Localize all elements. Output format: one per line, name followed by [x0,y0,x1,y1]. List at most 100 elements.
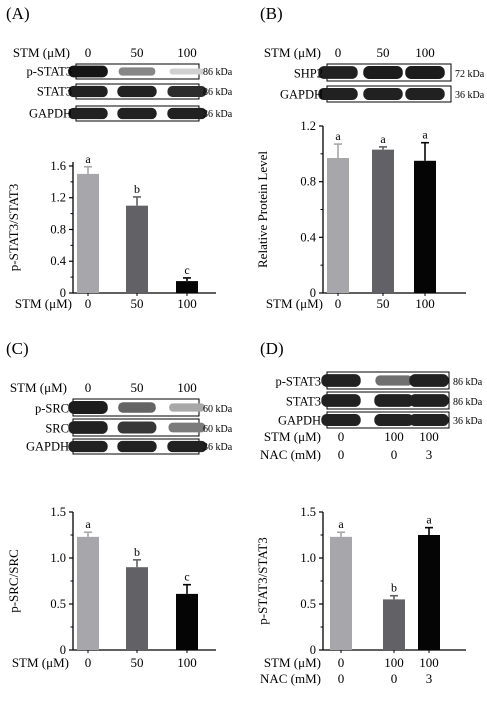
blot-band [168,422,206,433]
blot-band [409,394,449,407]
significance-letter: a [426,513,432,527]
western-blot-row: SRC 60 kDa [45,418,233,437]
western-blot-row: STAT3 86 kDa [37,83,233,100]
bar [418,535,440,650]
y-tick-label: 1.0 [50,551,66,565]
x-axis-label: NAC (mM) [260,671,321,686]
y-tick-label: 0.5 [300,597,316,611]
blot-header-value: 100 [177,45,197,60]
western-blot-row: GAPDH 36 kDa [29,105,233,122]
bar [126,567,148,650]
blot-kda-label: 36 kDa [455,90,485,101]
blot-band [68,401,108,414]
y-axis-label: p-STAT3/STAT3 [6,184,21,271]
x-tick-label: 100 [415,296,435,311]
treatment-value: 100 [384,429,404,444]
western-blot-row: p-SRC 60 kDa [35,398,233,417]
blot-protein-label: SHP2 [294,67,323,81]
bar [372,149,394,293]
y-tick-label: 1.6 [50,159,66,173]
x-tick-label: 0 [338,655,345,670]
bar [126,205,148,293]
panel-letter: (B) [260,4,283,23]
significance-letter: b [134,545,140,559]
significance-letter: a [338,517,344,531]
y-tick-label: 1.5 [50,505,66,519]
blot-kda-label: 60 kDa [203,404,233,415]
blot-header-value: 50 [131,45,144,60]
blot-protein-label: p-STAT3 [26,65,72,79]
significance-letter: b [391,581,397,595]
y-tick-label: 0.4 [300,230,316,244]
blot-band [169,403,205,412]
western-blot-row: SHP2 72 kDa [294,63,485,82]
blot-band [374,394,414,407]
blot-kda-label: 36 kDa [453,416,483,427]
western-blot-row: STAT3 86 kDa [286,391,483,410]
x-axis-label: STM (μM) [266,296,323,311]
blot-band [375,375,413,386]
blot-band [167,86,207,97]
blot-band [318,87,358,101]
blot-protein-label: p-STAT3 [275,375,321,389]
x-tick-label: 0 [338,671,345,686]
bar [383,599,405,650]
blot-kda-label: 86 kDa [203,87,233,98]
y-tick-label: 0.4 [50,254,66,268]
treatment-value: 0 [338,429,345,444]
y-axis-label: p-SRC/SRC [6,549,21,613]
significance-letter: c [184,570,189,584]
blot-protein-label: GAPDH [29,107,72,121]
bar [77,173,99,293]
y-tick-label: 1.5 [300,505,316,519]
blot-band [169,68,205,75]
blot-protein-label: GAPDH [26,440,69,454]
x-tick-label: 100 [177,296,197,311]
western-blot-row: GAPDH 36 kDa [26,438,233,455]
significance-letter: a [422,128,428,142]
bar [330,536,352,650]
blot-header-value: 100 [177,380,197,395]
x-tick-label: 50 [131,655,144,670]
blot-band [405,87,445,101]
blot-band [117,421,157,434]
blot-header-value: 50 [131,380,144,395]
significance-letter: a [85,517,91,531]
western-blot-row: GAPDH 36 kDa [280,85,485,103]
western-blot-row: GAPDH 36 kDa [278,411,483,429]
significance-letter: b [134,182,140,196]
blot-protein-label: STAT3 [286,395,321,409]
panel-letter: (C) [6,339,29,358]
blot-band [68,421,108,434]
blot-header-label: STM (μM) [13,45,70,60]
significance-letter: c [184,263,189,277]
blot-protein-label: STAT3 [37,85,72,99]
significance-letter: a [335,129,341,143]
treatment-label: NAC (mM) [260,447,321,462]
blot-band [118,67,156,76]
bar [77,536,99,650]
blot-band [68,65,108,78]
x-tick-label: 0 [335,296,342,311]
blot-kda-label: 36 kDa [203,442,233,453]
y-tick-label: 0 [60,643,66,657]
y-tick-label: 0.8 [50,222,66,236]
blot-kda-label: 86 kDa [203,67,233,78]
blot-band [117,85,157,98]
y-axis-label: p-STAT3/STAT3 [255,537,270,624]
y-tick-label: 0 [60,286,66,300]
blot-kda-label: 86 kDa [453,397,483,408]
blot-band [363,66,403,79]
panel-letter: (D) [260,339,284,358]
y-tick-label: 0 [310,286,316,300]
blot-band [374,413,414,427]
y-tick-label: 1.2 [300,119,316,133]
blot-band [409,413,449,427]
blot-band [68,85,108,98]
blot-band [68,440,108,453]
x-axis-label: STM (μM) [12,655,69,670]
blot-band [318,66,358,79]
